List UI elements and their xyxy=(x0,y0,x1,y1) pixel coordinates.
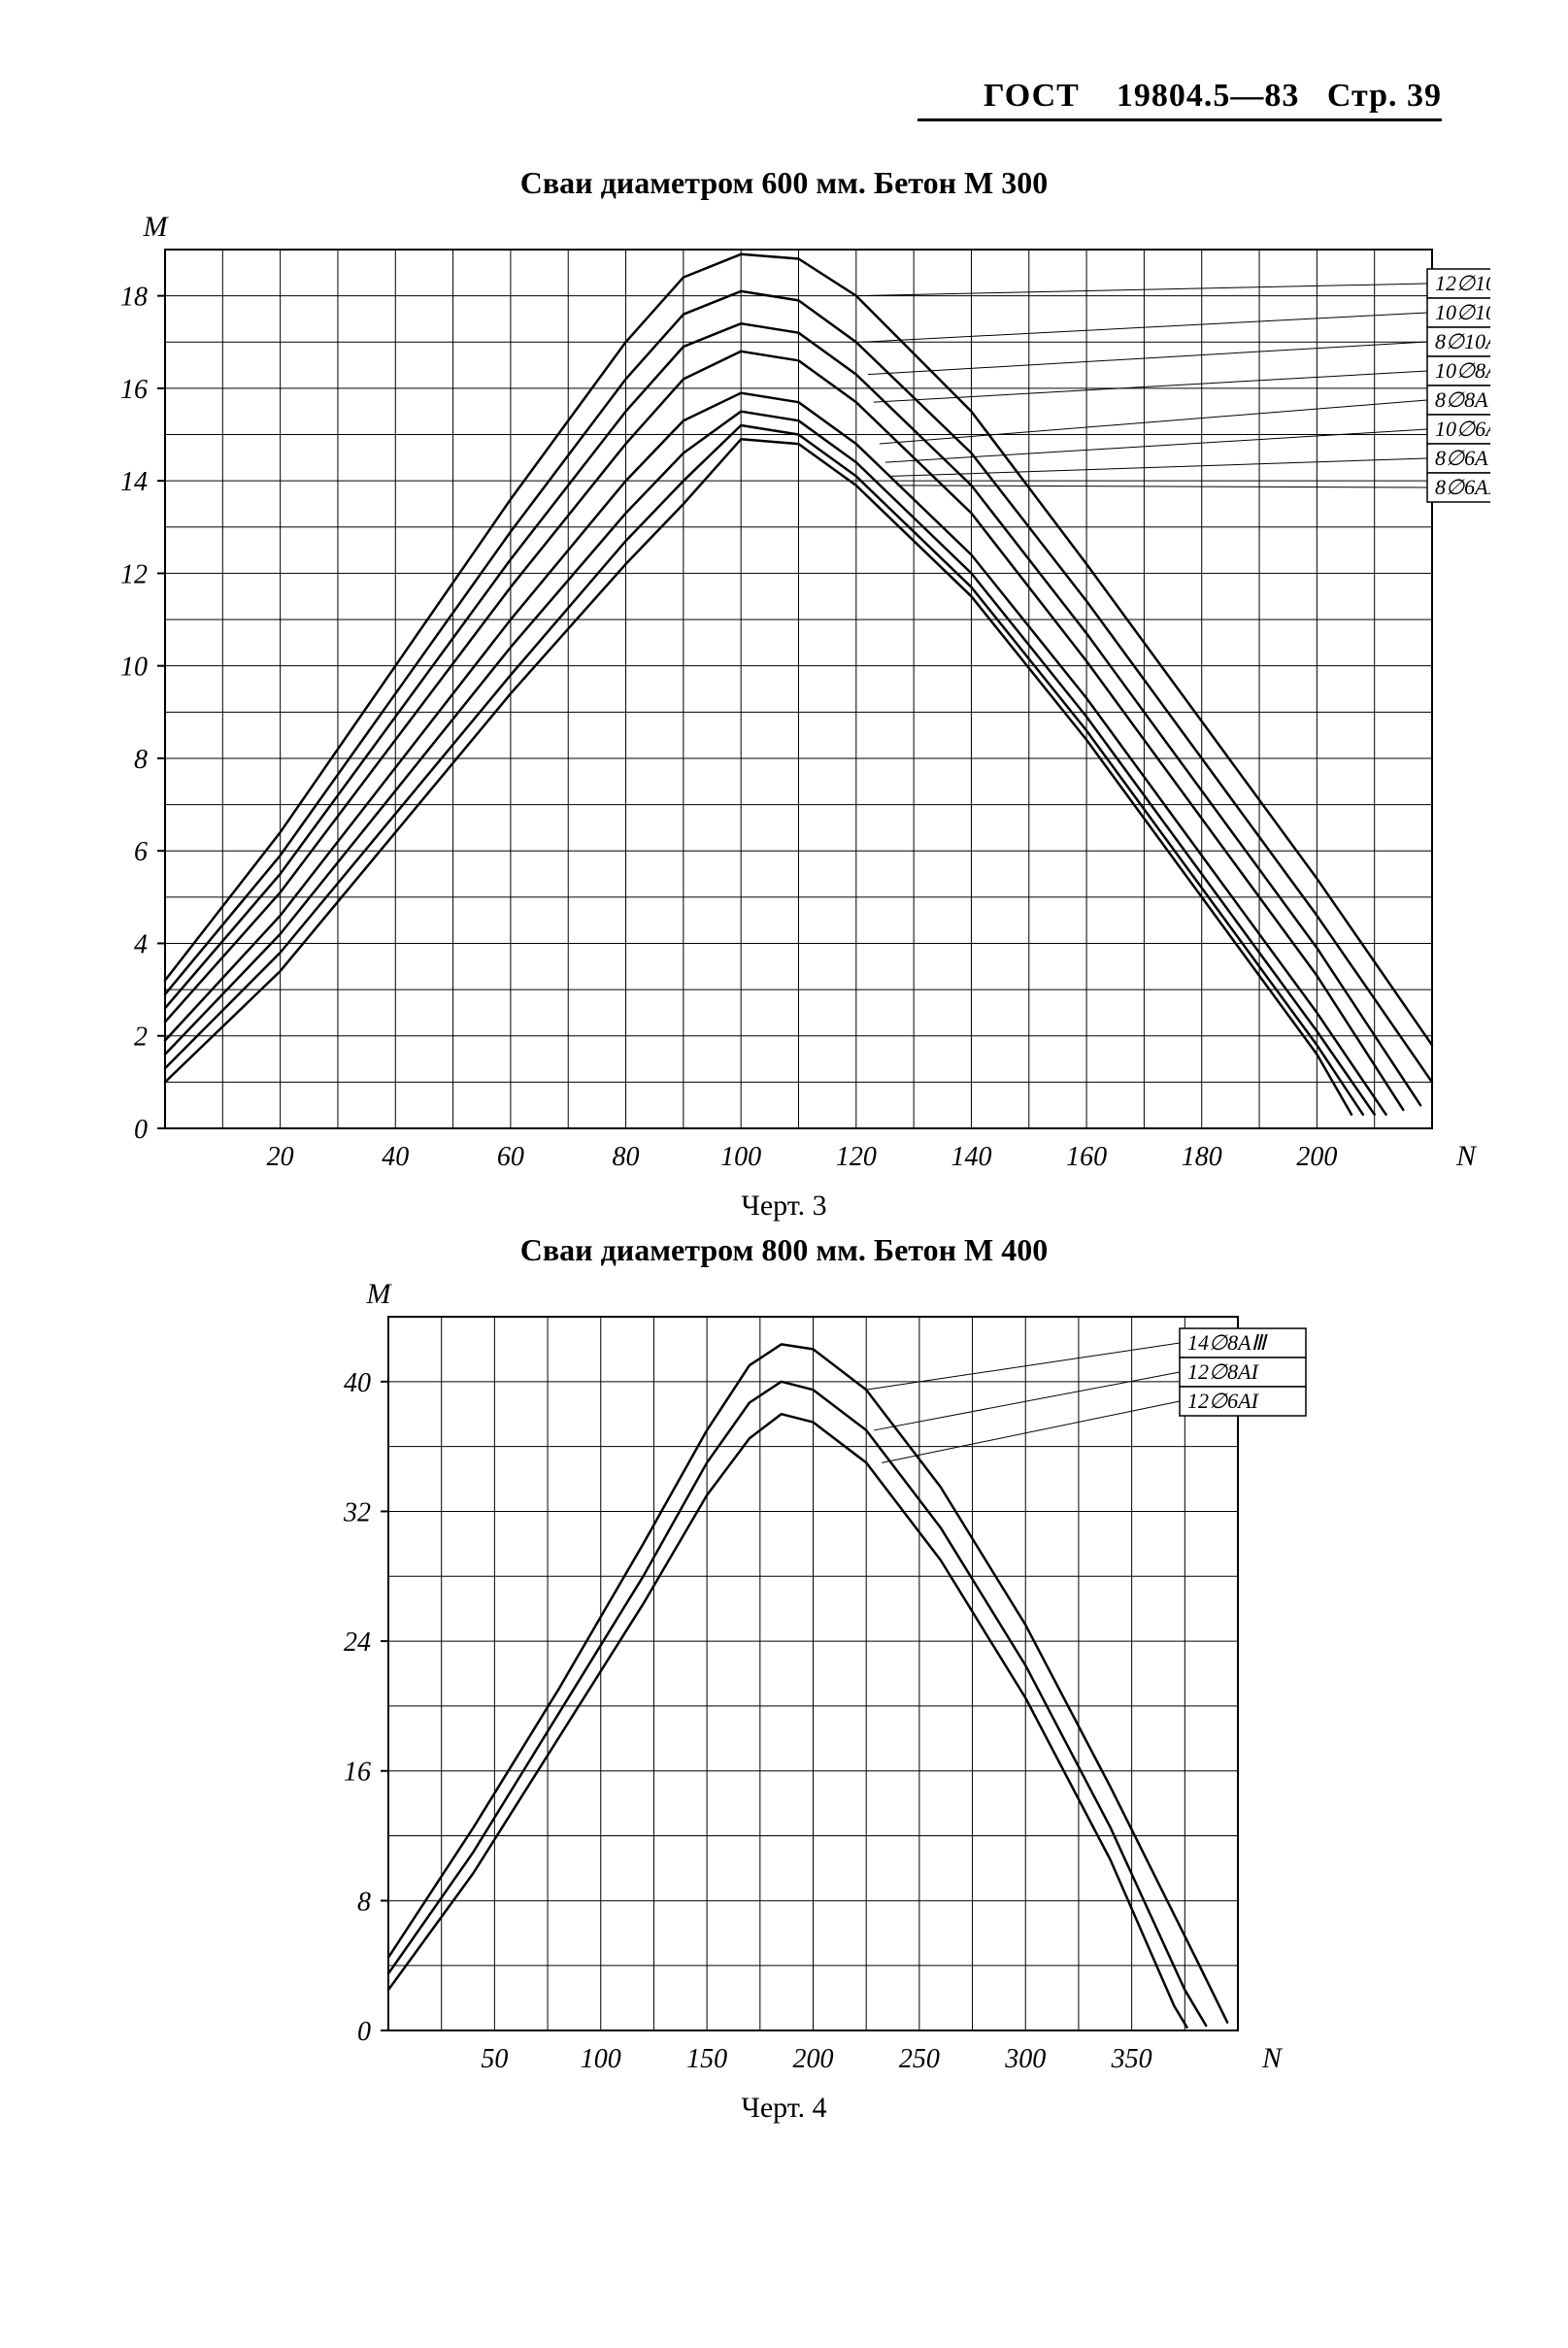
chart2-title: Сваи диаметром 800 мм. Бетон М 400 xyxy=(78,1232,1490,1268)
y-tick-label: 14 xyxy=(120,467,148,497)
y-axis-label: M xyxy=(366,1278,393,1310)
legend-label: 10∅6AⅢ xyxy=(1435,417,1490,441)
x-tick-label: 20 xyxy=(267,1142,294,1172)
legend-label: 12∅8AI xyxy=(1187,1359,1260,1384)
legend-label: 8∅6AI xyxy=(1435,475,1490,499)
x-tick-label: 150 xyxy=(686,2044,727,2074)
y-tick-label: 40 xyxy=(344,1368,371,1398)
chart2-svg: 50 100 150 200 250 300 350 0 8 16 24 32 40 M N 14∅8AⅢ 12… xyxy=(78,1268,1490,2084)
x-tick-label: 200 xyxy=(1296,1142,1337,1172)
y-tick-label: 18 xyxy=(120,283,148,313)
y-tick-label: 4 xyxy=(134,929,148,959)
x-tick-label: 120 xyxy=(836,1142,877,1172)
y-axis-label: M xyxy=(143,211,170,243)
x-tick-label: 40 xyxy=(382,1142,409,1172)
x-tick-label: 80 xyxy=(613,1142,640,1172)
x-tick-label: 300 xyxy=(1004,2044,1046,2074)
x-tick-label: 250 xyxy=(899,2044,940,2074)
y-tick-label: 24 xyxy=(344,1627,371,1658)
legend-label: 10∅8AⅢ xyxy=(1435,358,1490,383)
x-axis-label: N xyxy=(1455,1140,1478,1172)
page: ГОСТ 19804.5—83 Стр. 39 Сваи диаметром 6… xyxy=(0,0,1568,2348)
legend-label: 12∅6AI xyxy=(1187,1389,1260,1413)
y-tick-label: 0 xyxy=(134,1115,148,1145)
y-tick-label: 32 xyxy=(343,1497,371,1527)
chart-1: Сваи диаметром 600 мм. Бетон М 300 20406… xyxy=(78,165,1490,1223)
header-rule xyxy=(917,118,1442,121)
x-tick-label: 180 xyxy=(1182,1142,1222,1172)
chart1-svg: 20 40 60 80 100 120 140 160 180 200 0 2 4 6 8 10 12 14 16 1… xyxy=(78,201,1490,1182)
legend-label: 14∅8AⅢ xyxy=(1187,1330,1269,1355)
x-tick-label: 50 xyxy=(481,2044,508,2074)
y-tick-label: 8 xyxy=(357,1887,371,1917)
y-tick-label: 0 xyxy=(357,2017,371,2047)
x-tick-label: 140 xyxy=(951,1142,991,1172)
legend-label: 8∅8AⅢ xyxy=(1435,387,1490,412)
x-axis-label: N xyxy=(1261,2042,1284,2074)
x-tick-label: 200 xyxy=(793,2044,834,2074)
y-tick-label: 10 xyxy=(120,653,148,683)
y-tick-label: 16 xyxy=(120,375,148,405)
standard-number: 19804.5—83 xyxy=(1117,78,1300,114)
y-tick-label: 6 xyxy=(134,837,148,867)
y-tick-label: 16 xyxy=(344,1758,371,1788)
chart1-caption: Черт. 3 xyxy=(78,1190,1490,1223)
chart2-caption: Черт. 4 xyxy=(78,2092,1490,2125)
x-tick-label: 350 xyxy=(1111,2044,1152,2074)
x-tick-label: 60 xyxy=(497,1142,524,1172)
legend-label: 12∅10AⅢ xyxy=(1435,271,1490,295)
page-header: ГОСТ 19804.5—83 Стр. 39 xyxy=(984,78,1442,115)
y-tick-label: 12 xyxy=(120,559,148,589)
y-tick-label: 2 xyxy=(134,1023,148,1053)
chart-2: Сваи диаметром 800 мм. Бетон М 400 50 100… xyxy=(78,1232,1490,2125)
chart1-title: Сваи диаметром 600 мм. Бетон М 300 xyxy=(78,165,1490,201)
legend-label: 8∅10AⅢ xyxy=(1435,329,1490,353)
legend-label: 8∅6AⅢ xyxy=(1435,446,1490,470)
x-tick-label: 100 xyxy=(720,1142,761,1172)
y-tick-label: 8 xyxy=(134,745,148,775)
x-tick-label: 100 xyxy=(581,2044,621,2074)
page-number: Стр. 39 xyxy=(1327,78,1442,114)
legend-label: 10∅10AⅢ xyxy=(1435,300,1490,324)
x-tick-label: 160 xyxy=(1066,1142,1107,1172)
standard-label: ГОСТ xyxy=(984,78,1080,114)
